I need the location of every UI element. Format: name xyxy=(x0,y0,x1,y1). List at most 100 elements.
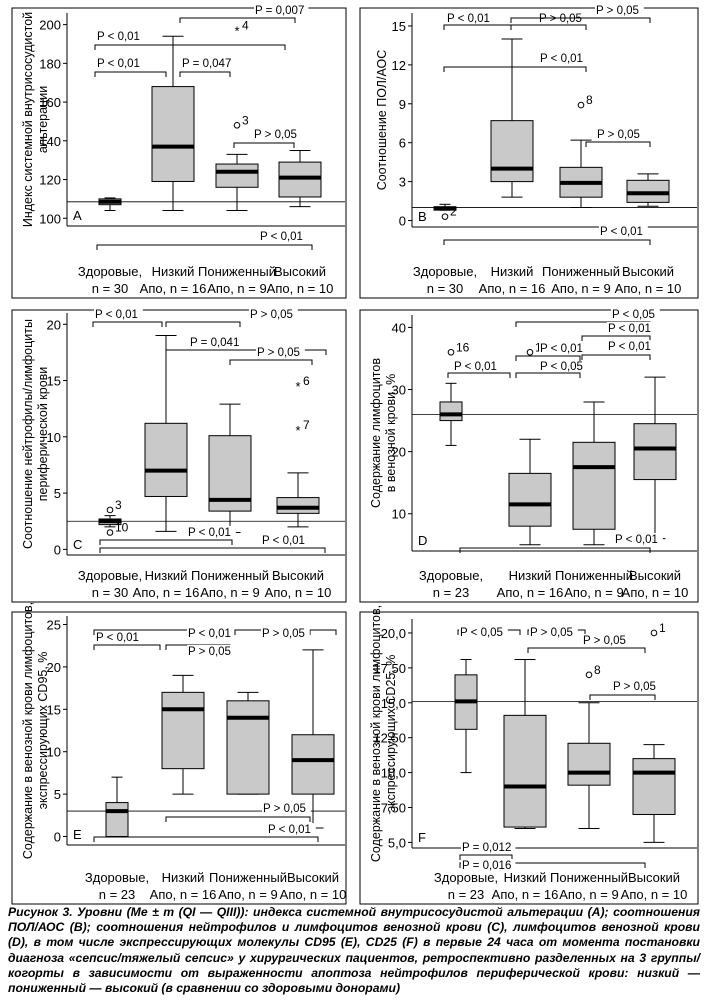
panel-d-p-label: P < 0,05 xyxy=(540,361,583,373)
panel-b-p-bracket xyxy=(443,66,587,72)
panel-d-p-label-bg xyxy=(453,360,502,372)
panel-f-p-bracket xyxy=(459,862,646,868)
panel-d-p-bracket xyxy=(581,354,651,360)
iqr-box xyxy=(490,120,534,183)
panel-d-xcat-line1: Пониженный xyxy=(555,568,633,583)
panel-d-p-bracket xyxy=(581,335,651,341)
iqr-box xyxy=(508,472,552,527)
panel-a-ylabel: Индекс системной внутрисосудистойальтера… xyxy=(21,12,50,227)
panel-e-ylabel: Содержание в венозной крови лимфоцитов,э… xyxy=(21,602,50,859)
panel-d-ytick-label: 20 xyxy=(392,445,406,460)
panel-c-p-label-bg xyxy=(187,526,236,538)
panel-a-xcat-line2: Апо, n = 9 xyxy=(207,281,266,296)
panel-c-box-3 xyxy=(208,403,252,533)
panel-d-xcat-line1: Здоровые, xyxy=(419,568,483,583)
panel-a-ytick-label: 100 xyxy=(39,211,61,226)
panel-f-p-label-bg xyxy=(612,680,661,692)
panel-a-p-label-bg xyxy=(96,57,145,69)
panel-b-p-label: P > 0,05 xyxy=(597,129,640,141)
panel-c-outlier-marker xyxy=(106,529,114,536)
panel-e-xcat-line2: Апо, n = 10 xyxy=(280,887,347,902)
panel-e-box-1 xyxy=(105,776,129,838)
panel-a-p-label: P < 0,01 xyxy=(97,31,140,43)
panel-f-ytick-label: 7,50 xyxy=(381,801,406,816)
panel-b-xcat-line2: Апо, n = 16 xyxy=(479,281,546,296)
panel-e-p-label-bg xyxy=(187,645,236,657)
panel-b-p-label: P > 0,05 xyxy=(539,13,582,25)
panel-d-p-label: P < 0,01 xyxy=(615,534,658,546)
panel-f-frame xyxy=(359,611,699,905)
panel-d-p-bracket xyxy=(515,355,581,361)
panel-c-outlier-label: 6 xyxy=(303,374,310,388)
panel-f-ylabel-line: Содержание в венозной крови лимфоцитов, xyxy=(369,605,383,862)
panel-c-letter: C xyxy=(73,537,82,552)
panel-c-outlier-marker: * xyxy=(295,423,300,438)
panel-b-p-label: P > 0,05 xyxy=(596,5,639,17)
panel-a-p-label: P < 0,01 xyxy=(97,58,140,70)
panel-a-p-label-bg xyxy=(181,57,236,69)
panel-f-xcat-line1: Пониженный xyxy=(550,870,628,885)
panel-c-outlier-label: 3 xyxy=(115,498,122,512)
panel-c-p-label: P = 0,041 xyxy=(190,337,239,349)
panel-a-outlier-marker xyxy=(233,122,241,129)
panel-e-p-label: P < 0,01 xyxy=(268,824,311,836)
panel-e-ylabel-line: Содержание в венозной крови лимфоцитов, xyxy=(21,602,35,859)
panel-f-ytick-label: 15,0 xyxy=(381,696,406,711)
panel-b-p-bracket xyxy=(510,24,587,30)
panel-a-p-bracket xyxy=(233,142,295,148)
panel-d-outlier-marker xyxy=(526,348,534,356)
panel-b-xcat-line1: Низкий xyxy=(491,264,534,279)
panel-a-box-1 xyxy=(98,197,122,212)
panel-a-xcat-line1: Высокий xyxy=(274,264,326,279)
panel-a-xcat-line1: Пониженный xyxy=(198,264,276,279)
panel-f-box-4 xyxy=(632,744,676,843)
panel-e-xcat-line1: Высокий xyxy=(287,870,339,885)
panel-f-p-label-bg xyxy=(582,634,631,646)
panel-b-p-label: P < 0,01 xyxy=(600,226,643,238)
panel-f-p-label: P < 0,05 xyxy=(460,627,503,639)
panel-b-xcat-line2: n = 30 xyxy=(427,281,464,296)
panel-e-box-3 xyxy=(226,691,270,795)
panel-d-ylabel-line: Содержание лимфоцитов xyxy=(369,358,383,508)
panel-f-xcat-line2: Апо, n = 16 xyxy=(492,887,559,902)
panel-e-p-label: P > 0,05 xyxy=(262,628,305,640)
panel-c-outlier-marker xyxy=(106,506,114,514)
panel-e-ylabel-line: экспрессирующих CD95, % xyxy=(36,652,50,810)
panel-a-ylabel-line: альтерации xyxy=(36,86,50,153)
panel-d-p-label: P < 0,01 xyxy=(540,343,583,355)
panel-b-outlier-marker xyxy=(441,213,449,220)
panel-e-p-label-bg xyxy=(95,631,144,643)
panel-b-xcat-line1: Здоровые, xyxy=(413,264,477,279)
panel-c-box-1 xyxy=(98,515,122,528)
panel-a-letter: A xyxy=(73,208,82,223)
panel-a-box-3 xyxy=(215,153,259,212)
iqr-box xyxy=(503,714,547,828)
panel-f-p-label: P = 0,012 xyxy=(462,842,511,854)
panel-e-p-bracket xyxy=(165,816,311,822)
panel-c-ylabel-line: Соотношение нейтрофилы/лимфоциты xyxy=(21,319,35,549)
panel-d: 10 20 30 40 Содержание лимфоцитовв венозной … xyxy=(359,308,699,603)
panel-d-frame xyxy=(359,309,699,603)
panel-c-p-label: P < 0,01 xyxy=(95,309,138,321)
panel-a-p-bracket xyxy=(94,44,286,50)
panel-b-ytick-label: 12 xyxy=(392,58,406,73)
iqr-box xyxy=(151,86,195,182)
iqr-box xyxy=(276,497,320,514)
panel-b-p-bracket xyxy=(443,239,651,245)
panel-c-outlier-marker: * xyxy=(295,379,300,394)
panel-d-ytick-label: 30 xyxy=(392,383,406,398)
panel-b-xcat-line1: Высокий xyxy=(622,264,674,279)
panel-e-xcat-line2: Апо, n = 16 xyxy=(150,887,217,902)
panel-b-ytick-label: 3 xyxy=(399,175,406,190)
panel-e-xcat-line2: n = 23 xyxy=(99,887,136,902)
iqr-box xyxy=(291,734,335,795)
panel-b-p-bracket xyxy=(585,141,651,147)
panel-f: 5,0 7,50 10,0 12,50 15,0 17,50 20,0Содержание … xyxy=(359,605,699,905)
panel-b-box-2 xyxy=(490,38,534,198)
panel-f-box-3 xyxy=(567,702,611,829)
panel-f-outlier-marker xyxy=(650,629,658,637)
panel-f-xcat-line2: n = 23 xyxy=(448,887,485,902)
